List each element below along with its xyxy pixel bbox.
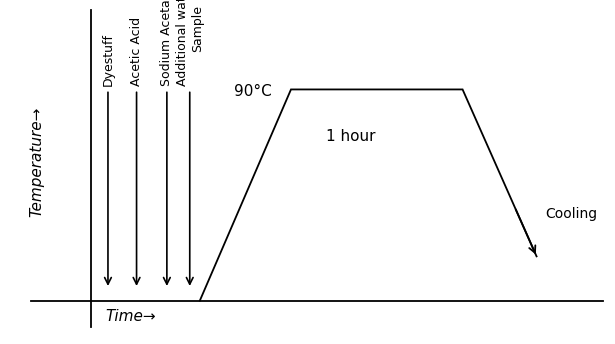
Text: Sodium Acetate: Sodium Acetate (161, 0, 173, 86)
Text: 1 hour: 1 hour (327, 129, 376, 144)
Text: Time→: Time→ (105, 309, 156, 324)
Text: Temperature→: Temperature→ (29, 107, 44, 217)
Text: 90°C: 90°C (234, 84, 272, 99)
Text: Cooling: Cooling (545, 206, 597, 221)
Text: Acetic Acid: Acetic Acid (130, 17, 143, 86)
Text: Dyestuff: Dyestuff (101, 33, 114, 86)
Text: Additional water &
Sample: Additional water & Sample (176, 0, 204, 86)
